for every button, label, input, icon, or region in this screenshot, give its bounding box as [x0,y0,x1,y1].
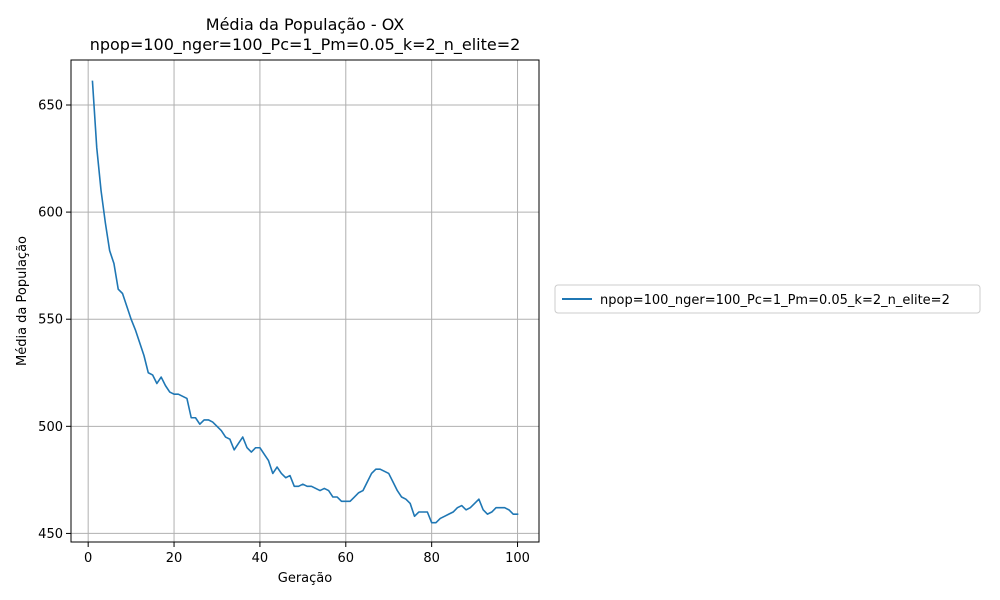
x-tick-label: 100 [505,551,530,566]
legend-entry-label: npop=100_nger=100_Pc=1_Pm=0.05_k=2_n_eli… [600,293,950,308]
y-axis-ticks: 450 500 550 600 650 [38,98,71,542]
legend-box [554,284,981,314]
x-tick-label: 20 [166,551,183,566]
x-tick-label: 60 [338,551,355,566]
y-tick-label: 600 [38,206,63,221]
y-tick-label: 450 [38,527,63,542]
plot-frame [70,59,540,543]
x-tick-label: 40 [252,551,269,566]
x-axis-ticks: 0 20 40 60 80 100 [84,542,530,566]
x-axis-label: Geração [278,571,332,586]
grid-lines [71,60,539,542]
y-tick-label: 550 [38,313,63,328]
series-lines [91,80,519,524]
chart-subtitle: npop=100_nger=100_Pc=1_Pm=0.05_k=2_n_eli… [90,35,521,55]
legend: npop=100_nger=100_Pc=1_Pm=0.05_k=2_n_eli… [554,284,981,314]
x-tick-label: 0 [84,551,92,566]
y-tick-label: 500 [38,420,63,435]
x-tick-label: 80 [423,551,440,566]
y-tick-label: 650 [38,98,63,113]
y-axis-label: Média da População [15,236,30,366]
chart-title: Média da População - OX [206,15,405,34]
series-line [91,80,519,524]
